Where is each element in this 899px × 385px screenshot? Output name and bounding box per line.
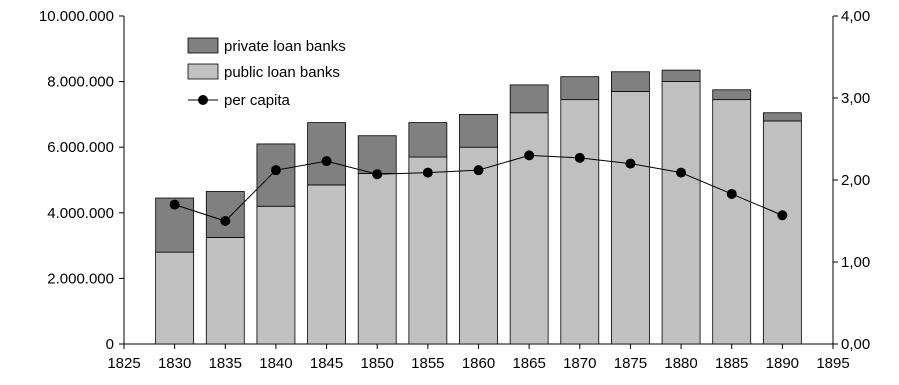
left-y-tick-label: 0: [106, 336, 114, 353]
bar-private-loan-banks: [459, 114, 498, 148]
bar-private-loan-banks: [357, 135, 397, 174]
per-capita-marker: [726, 188, 737, 199]
bar-public-loan-banks: [256, 205, 296, 345]
per-capita-marker: [524, 150, 535, 161]
legend: private loan banks public loan banks per c…: [187, 37, 346, 109]
bar-private-loan-banks: [509, 84, 549, 114]
bar-public-loan-banks: [661, 81, 701, 345]
right-y-tick-label: 0,00: [841, 336, 870, 353]
x-tick-label: 1880: [664, 355, 697, 372]
bar-public-loan-banks: [611, 91, 650, 345]
per-capita-marker: [372, 169, 383, 180]
bar-private-loan-banks: [307, 122, 346, 186]
x-tick-label: 1870: [563, 355, 596, 372]
right-y-tick-label: 2,00: [841, 172, 870, 189]
x-tick-label: 1875: [614, 355, 647, 372]
per-capita-marker: [270, 165, 281, 176]
axes: 0 2.000.000 4.000.000 6.000.000 8.000.000 10.…: [39, 8, 870, 372]
x-tick-label: 1860: [462, 355, 495, 372]
x-tick-label: 1890: [766, 355, 799, 372]
left-y-tick-label: 10.000.000: [39, 8, 114, 25]
bar-public-loan-banks: [459, 146, 498, 345]
bar-public-loan-banks: [560, 99, 600, 345]
right-y-tick-label: 4,00: [841, 8, 870, 25]
legend-swatch-private-loan-banks: [187, 37, 219, 54]
per-capita-marker: [625, 158, 636, 169]
x-tick-label: 1885: [715, 355, 748, 372]
bar-public-loan-banks: [762, 120, 802, 345]
legend-label-public-loan-banks: public loan banks: [224, 64, 340, 81]
bars-layer: [155, 69, 802, 345]
legend-swatch-public-loan-banks: [187, 63, 219, 80]
bar-private-loan-banks: [560, 76, 600, 101]
per-capita-layer: [169, 150, 788, 226]
per-capita-marker: [220, 216, 231, 226]
right-y-tick-label: 1,00: [841, 254, 870, 271]
x-tick-label: 1895: [816, 355, 849, 372]
x-tick-label: 1830: [158, 355, 191, 372]
bar-private-loan-banks: [205, 191, 245, 238]
x-tick-label: 1825: [107, 355, 140, 372]
per-capita-marker: [422, 167, 433, 178]
bar-public-loan-banks: [509, 112, 549, 345]
bar-public-loan-banks: [357, 173, 397, 345]
right-y-tick-label: 3,00: [841, 90, 870, 107]
left-y-tick-label: 4.000.000: [47, 205, 114, 222]
bar-public-loan-banks: [712, 99, 752, 345]
left-y-tick-label: 8.000.000: [47, 74, 114, 91]
per-capita-marker: [321, 156, 332, 167]
x-tick-label: 1845: [310, 355, 343, 372]
left-y-tick-label: 2.000.000: [47, 270, 114, 287]
bar-public-loan-banks: [155, 251, 195, 345]
bar-private-loan-banks: [408, 122, 448, 158]
bar-private-loan-banks: [661, 69, 701, 83]
bar-private-loan-banks: [712, 89, 752, 101]
legend-label-private-loan-banks: private loan banks: [224, 38, 346, 55]
bar-private-loan-banks: [762, 112, 802, 122]
bar-public-loan-banks: [307, 184, 346, 345]
per-capita-marker: [676, 167, 687, 178]
x-tick-label: 1835: [209, 355, 242, 372]
x-tick-label: 1855: [411, 355, 444, 372]
per-capita-marker: [169, 199, 180, 210]
x-tick-label: 1850: [361, 355, 394, 372]
bar-public-loan-banks: [408, 156, 448, 345]
legend-label-per-capita: per capita: [224, 92, 291, 109]
left-y-tick-label: 6.000.000: [47, 139, 114, 156]
x-tick-label: 1840: [259, 355, 292, 372]
per-capita-marker: [473, 165, 484, 176]
x-tick-label: 1865: [512, 355, 545, 372]
per-capita-marker: [574, 152, 585, 163]
per-capita-marker: [777, 210, 788, 221]
bar-private-loan-banks: [611, 71, 650, 92]
bar-public-loan-banks: [205, 236, 245, 345]
legend-swatch-per-capita-marker: [198, 95, 208, 105]
